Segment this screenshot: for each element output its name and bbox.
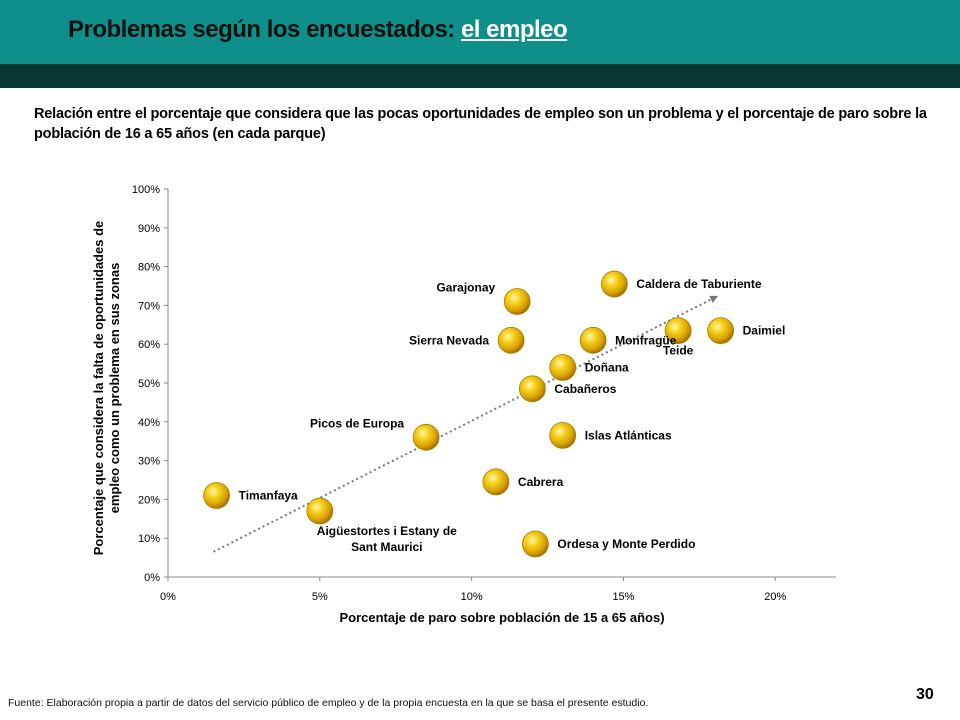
- data-point: [503, 288, 531, 315]
- y-axis-title-line: Porcentaje que considera la falta de opo…: [91, 221, 106, 555]
- header-band: [0, 0, 960, 64]
- point-label: Picos de Europa: [310, 416, 404, 430]
- data-point: [518, 375, 546, 403]
- title-highlight: el empleo: [460, 16, 568, 43]
- header-dark-band: [0, 64, 960, 88]
- point-label: Cabrera: [518, 475, 564, 489]
- y-axis-title: Porcentaje que considera la falta de opo…: [91, 221, 122, 555]
- data-point: [549, 421, 577, 449]
- page-number: 30: [916, 686, 934, 703]
- trend-line: [213, 295, 719, 553]
- point-label: Islas Atlánticas: [585, 428, 672, 442]
- point-label: Daimiel: [743, 324, 786, 338]
- x-tick-label: 0%: [160, 591, 176, 603]
- title-main: Problemas según los encuestados:: [68, 16, 461, 43]
- data-point: [497, 326, 525, 354]
- data-point: [549, 354, 577, 381]
- y-tick-label: 0%: [144, 572, 160, 584]
- y-tick-label: 30%: [138, 456, 160, 468]
- point-label: Doñana: [585, 360, 629, 374]
- point-label: Sierra Nevada: [409, 333, 489, 347]
- data-point: [306, 497, 334, 525]
- point-label: Aigüestortes i Estany de Sant Maurici: [317, 524, 457, 554]
- point-label: Monfragüe: [615, 333, 677, 347]
- data-point: [664, 317, 692, 345]
- point-label: Timanfaya: [239, 489, 298, 503]
- point-label: Ordesa y Monte Perdido: [557, 537, 695, 551]
- point-label: Caldera de Taburiente: [636, 277, 761, 291]
- x-tick-label: 5%: [312, 591, 328, 603]
- y-axis-title-line: empleo como un problema en sus zonas: [107, 263, 122, 514]
- data-point: [522, 530, 549, 558]
- y-tick-label: 100%: [132, 184, 160, 196]
- source-footnote: Fuente: Elaboración propia a partir de d…: [8, 697, 649, 709]
- y-tick-label: 60%: [138, 339, 160, 351]
- x-tick-label: 15%: [612, 591, 634, 603]
- point-label-line: Sant Maurici: [351, 540, 422, 554]
- data-point: [707, 317, 735, 345]
- y-tick-label: 50%: [138, 378, 160, 390]
- point-label-line: Aigüestortes i Estany de: [317, 524, 457, 538]
- x-tick-label: 10%: [461, 591, 483, 603]
- data-point: [600, 270, 628, 298]
- x-tick-label: 20%: [764, 591, 786, 603]
- point-label: Garajonay: [436, 281, 495, 295]
- y-tick-label: 10%: [138, 533, 160, 545]
- data-point: [203, 482, 230, 509]
- page-title: Problemas según los encuestados: el empl…: [68, 16, 568, 44]
- data-point: [579, 326, 607, 354]
- y-tick-label: 90%: [138, 223, 160, 235]
- y-tick-label: 70%: [138, 300, 160, 312]
- data-point: [482, 468, 510, 496]
- y-tick-label: 80%: [138, 262, 160, 274]
- chart-subtitle: Relación entre el porcentaje que conside…: [34, 106, 927, 142]
- y-tick-label: 20%: [138, 494, 160, 506]
- y-tick-label: 40%: [138, 417, 160, 429]
- point-label: Cabañeros: [554, 382, 616, 396]
- point-label: Teide: [663, 344, 694, 358]
- data-point: [412, 423, 440, 451]
- x-axis-title: Porcentaje de paro sobre población de 15…: [339, 610, 664, 625]
